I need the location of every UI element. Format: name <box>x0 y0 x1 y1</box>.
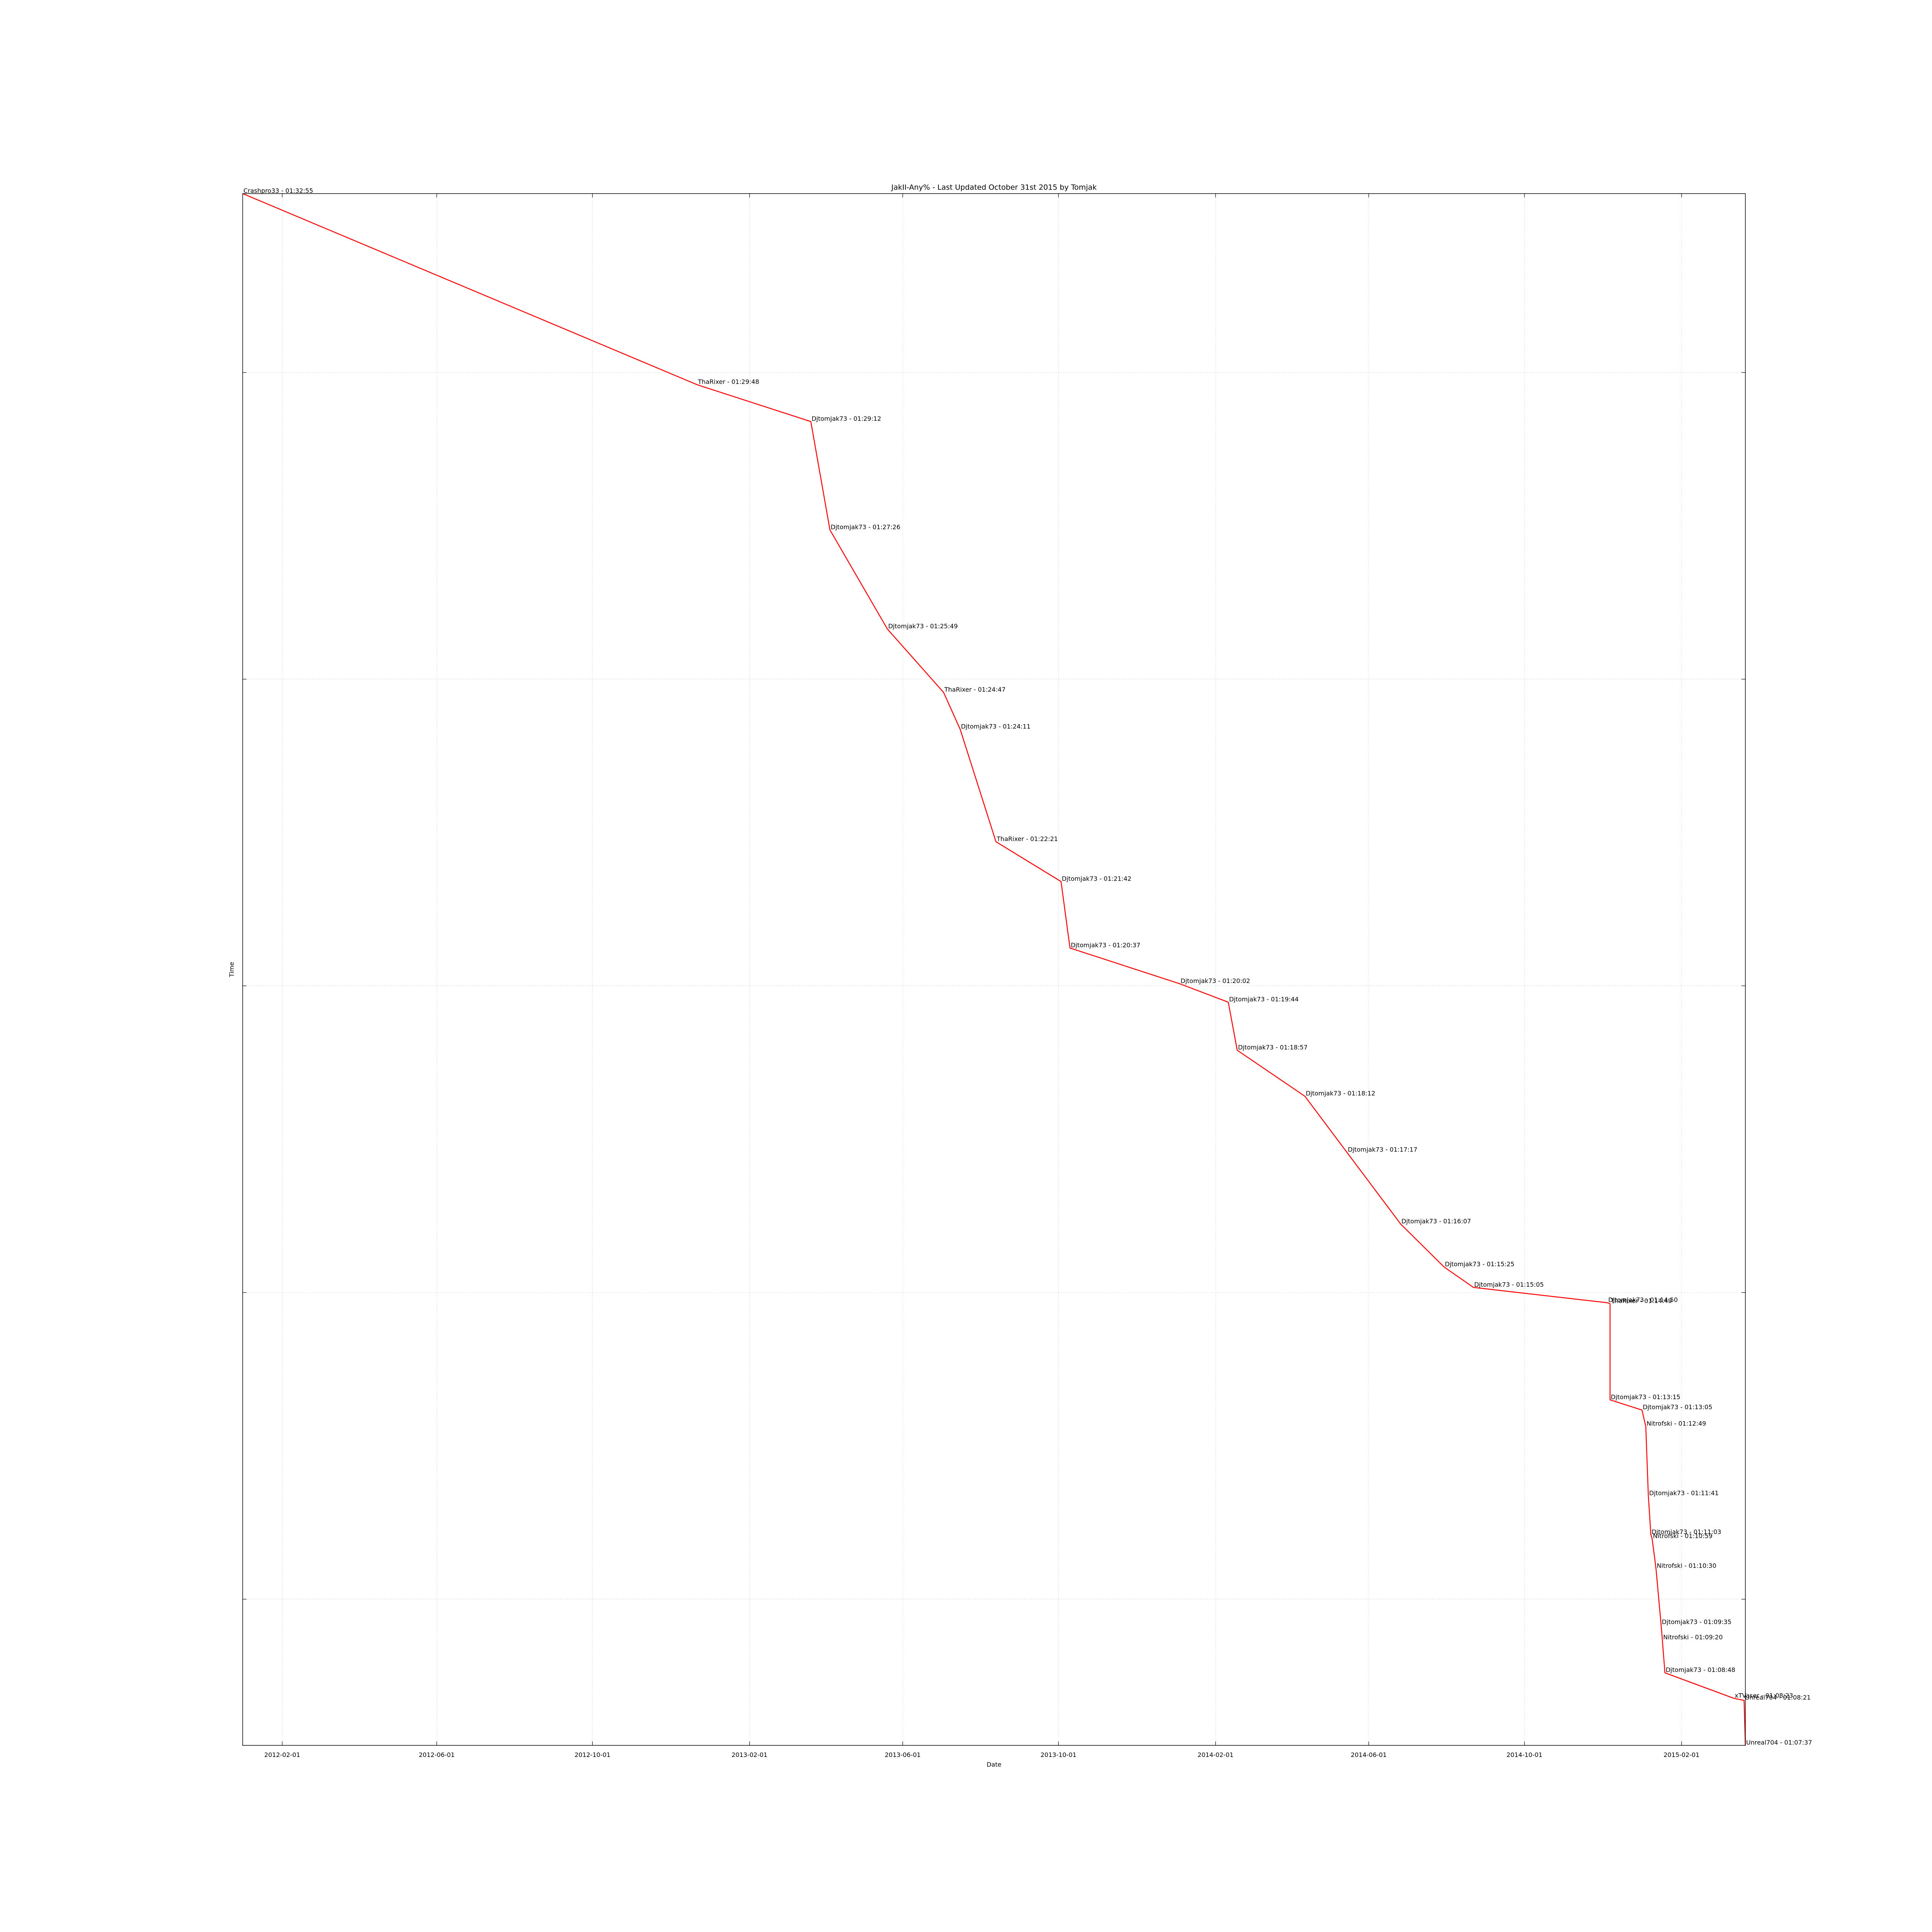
axis-ticks: 2012-02-01 2012-06-01 2012-10-01 2013-02-01… <box>243 194 1745 1759</box>
record-point-label: Djtomjak73 - 01:16:07 <box>1401 1218 1471 1225</box>
record-point-label: Nitrofski - 01:10:59 <box>1653 1532 1713 1540</box>
x-tick-label: 2014-10-01 <box>1507 1751 1543 1759</box>
record-point-label: Nitrofski - 01:09:20 <box>1663 1634 1723 1641</box>
record-point-label: Djtomjak73 - 01:14:50 <box>1608 1296 1678 1303</box>
record-point-label: Crashpro33 - 01:32:55 <box>243 187 313 194</box>
record-point-label: Unreal704 - 01:07:37 <box>1746 1739 1812 1746</box>
record-point-label: Unreal704 - 01:08:21 <box>1745 1694 1811 1701</box>
record-point-label: Djtomjak73 - 01:13:05 <box>1643 1403 1712 1411</box>
grid-lines <box>243 194 1745 1745</box>
x-tick-label: 2014-02-01 <box>1197 1751 1233 1759</box>
record-point-label: Djtomjak73 - 01:18:12 <box>1306 1090 1375 1097</box>
record-point-label: Djtomjak73 - 01:20:37 <box>1071 941 1140 949</box>
point-labels: Crashpro33 - 01:32:55 ThaRixer - 01:29:48… <box>243 187 1812 1746</box>
record-point-label: Djtomjak73 - 01:24:11 <box>961 723 1031 730</box>
record-point-label: Djtomjak73 - 01:17:17 <box>1348 1146 1417 1153</box>
record-point-label: Djtomjak73 - 01:15:05 <box>1474 1281 1544 1288</box>
x-tick-label: 2014-06-01 <box>1351 1751 1387 1759</box>
record-point-label: Djtomjak73 - 01:21:42 <box>1062 875 1131 882</box>
record-point-label: Djtomjak73 - 01:25:49 <box>888 622 958 630</box>
record-point-label: ThaRixer - 01:29:48 <box>697 378 759 386</box>
record-point-label: Djtomjak73 - 01:13:15 <box>1611 1393 1680 1401</box>
x-tick-label: 2013-06-01 <box>885 1751 921 1759</box>
x-tick-label: 2013-10-01 <box>1041 1751 1077 1759</box>
record-point-label: Djtomjak73 - 01:20:02 <box>1180 977 1250 985</box>
record-point-label: Djtomjak73 - 01:19:44 <box>1229 996 1299 1003</box>
record-point-label: Djtomjak73 - 01:29:12 <box>811 415 881 422</box>
record-time-line <box>242 193 1746 1746</box>
y-axis-label: Time <box>228 962 235 977</box>
record-point-label: Djtomjak73 - 01:11:41 <box>1649 1489 1719 1497</box>
record-point-label: Nitrofski - 01:10:30 <box>1657 1562 1716 1569</box>
x-tick-label: 2012-10-01 <box>575 1751 611 1759</box>
x-tick-label: 2015-02-01 <box>1663 1751 1699 1759</box>
record-point-label: ThaRixer - 01:14:49 <box>1611 1297 1672 1304</box>
record-point-label: ThaRixer - 01:24:47 <box>944 686 1005 693</box>
record-point-label: Djtomjak73 - 01:09:35 <box>1662 1618 1731 1626</box>
record-point-label: ThaRixer - 01:22:21 <box>996 835 1058 842</box>
record-point-label: Djtomjak73 - 01:11:03 <box>1651 1528 1721 1536</box>
x-tick-label: 2013-02-01 <box>731 1751 767 1759</box>
x-tick-label: 2012-06-01 <box>419 1751 455 1759</box>
x-tick-label: 2012-02-01 <box>264 1751 300 1759</box>
plot-frame <box>242 193 1746 1746</box>
record-point-label: Djtomjak73 - 01:08:48 <box>1666 1666 1735 1673</box>
record-point-label: Djtomjak73 - 01:18:57 <box>1238 1044 1308 1051</box>
record-point-label: Djtomjak73 - 01:15:25 <box>1445 1260 1514 1268</box>
record-point-label: Nitrofski - 01:12:49 <box>1646 1420 1706 1427</box>
record-point-label: Djtomjak73 - 01:27:26 <box>831 523 900 531</box>
record-point-label: xTVaser - 01:08:23 <box>1735 1692 1793 1699</box>
x-axis-label: Date <box>986 1761 1001 1768</box>
chart-title: JakII-Any% - Last Updated October 31st 2… <box>891 183 1097 192</box>
